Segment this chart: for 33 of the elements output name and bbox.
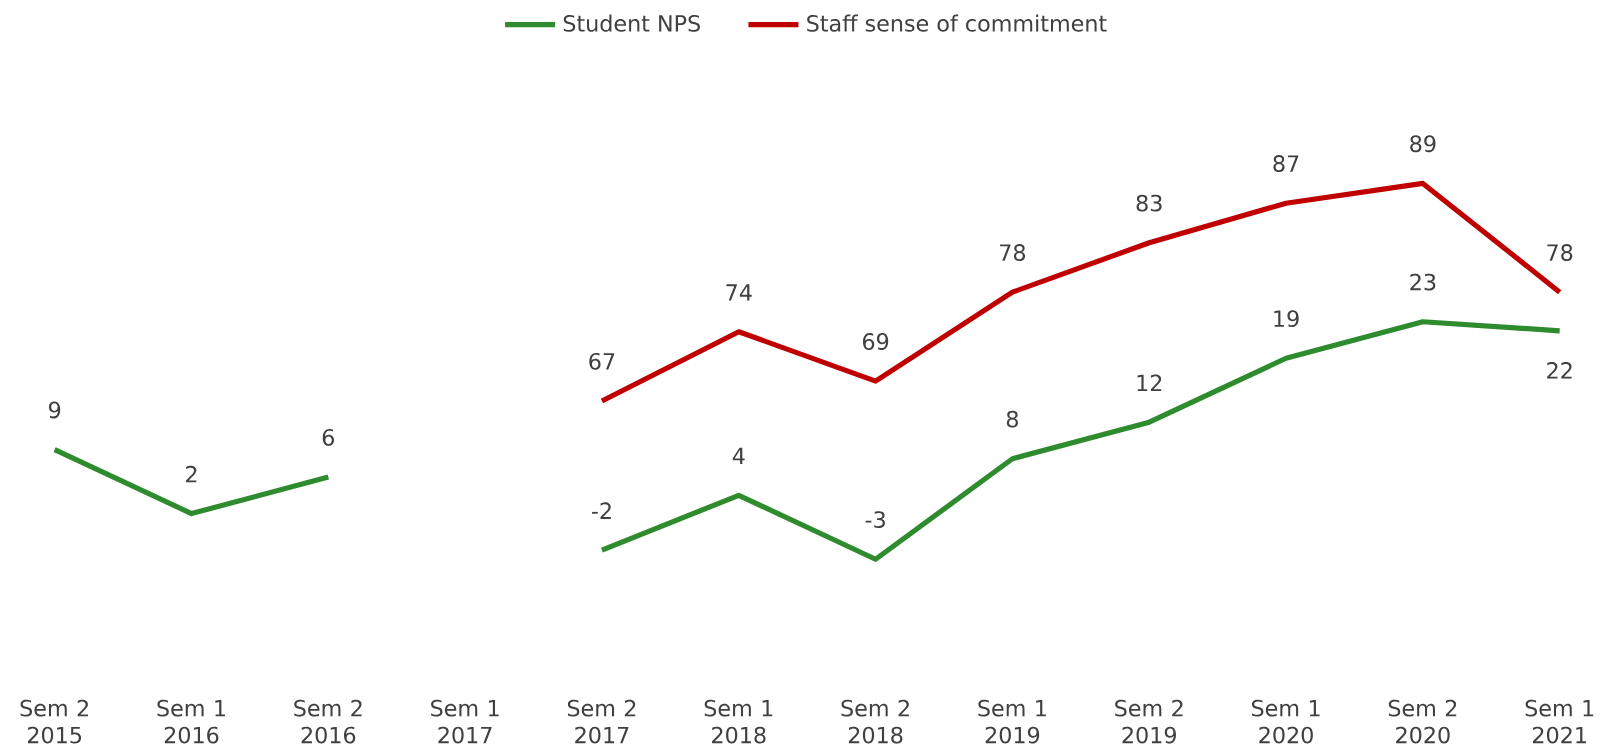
data-label: 4	[732, 447, 745, 465]
legend-label: Student NPS	[563, 14, 700, 32]
data-label: 78	[1000, 244, 1026, 262]
data-label: 87	[1273, 155, 1299, 173]
x-tick-label: Sem 2 2020	[1388, 699, 1457, 744]
x-tick-label: Sem 2 2018	[841, 699, 909, 744]
data-label: -3	[865, 511, 885, 529]
x-tick-label: Sem 1 2021	[1525, 699, 1594, 744]
data-label: 9	[48, 401, 61, 419]
data-label: 74	[726, 284, 752, 301]
data-label: 8	[1006, 410, 1018, 428]
data-label: 69	[862, 333, 889, 350]
x-tick-label: Sem 1 2018	[704, 699, 773, 744]
data-label: 19	[1274, 310, 1299, 328]
data-label: 78	[1547, 244, 1573, 262]
data-label: 83	[1136, 194, 1162, 212]
data-label: 89	[1410, 135, 1436, 153]
x-tick-label: Sem 1 2019	[978, 699, 1046, 744]
legend-label: Staff sense of commitment	[807, 14, 1107, 32]
x-tick-label: Sem 1 2017	[431, 699, 499, 744]
x-tick-label: Sem 2 2017	[567, 699, 636, 744]
data-label: 22	[1547, 362, 1572, 379]
data-label: 12	[1137, 374, 1162, 392]
data-label: 2	[186, 465, 197, 483]
x-tick-label: Sem 2 2019	[1115, 699, 1183, 744]
data-label: 6	[322, 428, 334, 446]
x-tick-label: Sem 2 2015	[20, 699, 88, 744]
x-tick-label: Sem 1 2020	[1251, 699, 1320, 744]
data-label: 23	[1410, 273, 1436, 291]
x-tick-label: Sem 2 2016	[294, 699, 362, 744]
data-label: -2	[591, 502, 611, 519]
x-tick-label: Sem 1 2016	[157, 699, 225, 744]
data-label: 67	[589, 352, 615, 370]
